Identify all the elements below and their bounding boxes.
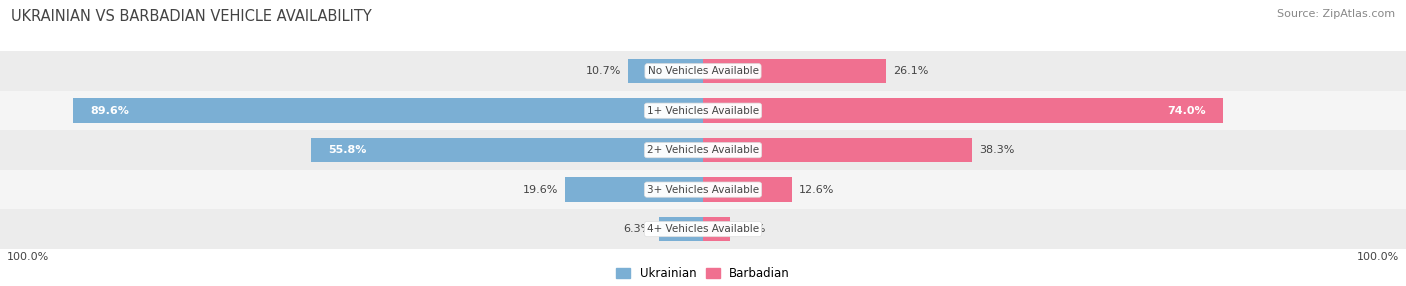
Text: 100.0%: 100.0% <box>1357 252 1399 262</box>
Bar <box>627 59 703 84</box>
Bar <box>703 59 886 84</box>
Text: 38.3%: 38.3% <box>979 145 1015 155</box>
Bar <box>73 98 703 123</box>
Text: 26.1%: 26.1% <box>894 66 929 76</box>
Text: UKRAINIAN VS BARBADIAN VEHICLE AVAILABILITY: UKRAINIAN VS BARBADIAN VEHICLE AVAILABIL… <box>11 9 373 23</box>
Bar <box>703 177 792 202</box>
Bar <box>311 138 703 162</box>
Bar <box>0 91 1406 130</box>
Text: Source: ZipAtlas.com: Source: ZipAtlas.com <box>1277 9 1395 19</box>
Bar <box>658 217 703 241</box>
Bar <box>703 138 973 162</box>
Legend: Ukrainian, Barbadian: Ukrainian, Barbadian <box>616 267 790 280</box>
Text: No Vehicles Available: No Vehicles Available <box>648 66 758 76</box>
Bar <box>0 170 1406 209</box>
Bar <box>703 217 731 241</box>
Text: 6.3%: 6.3% <box>623 224 652 234</box>
Text: 2+ Vehicles Available: 2+ Vehicles Available <box>647 145 759 155</box>
Text: 100.0%: 100.0% <box>7 252 49 262</box>
Text: 3.9%: 3.9% <box>738 224 766 234</box>
Text: 12.6%: 12.6% <box>799 185 834 194</box>
Text: 1+ Vehicles Available: 1+ Vehicles Available <box>647 106 759 116</box>
Bar <box>703 98 1223 123</box>
Text: 4+ Vehicles Available: 4+ Vehicles Available <box>647 224 759 234</box>
Text: 10.7%: 10.7% <box>585 66 621 76</box>
Bar <box>565 177 703 202</box>
Text: 3+ Vehicles Available: 3+ Vehicles Available <box>647 185 759 194</box>
Text: 19.6%: 19.6% <box>523 185 558 194</box>
Bar <box>0 209 1406 249</box>
Bar <box>0 51 1406 91</box>
Text: 74.0%: 74.0% <box>1167 106 1206 116</box>
Bar <box>0 130 1406 170</box>
Text: 55.8%: 55.8% <box>329 145 367 155</box>
Text: 89.6%: 89.6% <box>91 106 129 116</box>
